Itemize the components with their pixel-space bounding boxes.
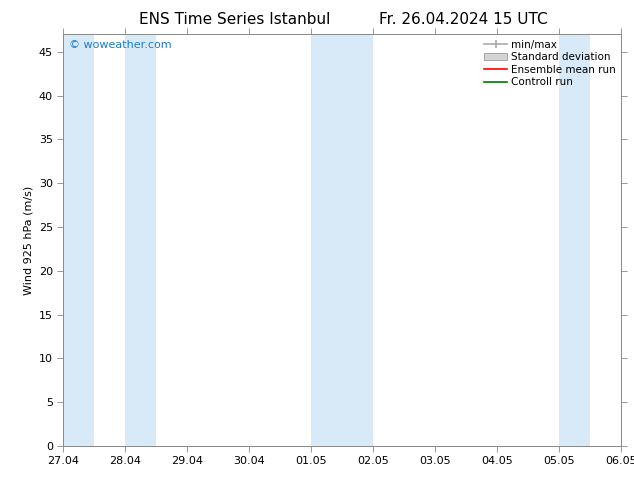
Bar xyxy=(63,34,94,446)
Bar xyxy=(559,34,590,446)
Y-axis label: Wind 925 hPa (m/s): Wind 925 hPa (m/s) xyxy=(23,186,34,294)
Bar xyxy=(311,34,373,446)
Text: Fr. 26.04.2024 15 UTC: Fr. 26.04.2024 15 UTC xyxy=(378,12,547,27)
Text: © woweather.com: © woweather.com xyxy=(69,41,172,50)
Legend: min/max, Standard deviation, Ensemble mean run, Controll run: min/max, Standard deviation, Ensemble me… xyxy=(482,37,618,89)
Text: ENS Time Series Istanbul: ENS Time Series Istanbul xyxy=(139,12,330,27)
Bar xyxy=(621,34,634,446)
Bar xyxy=(126,34,157,446)
